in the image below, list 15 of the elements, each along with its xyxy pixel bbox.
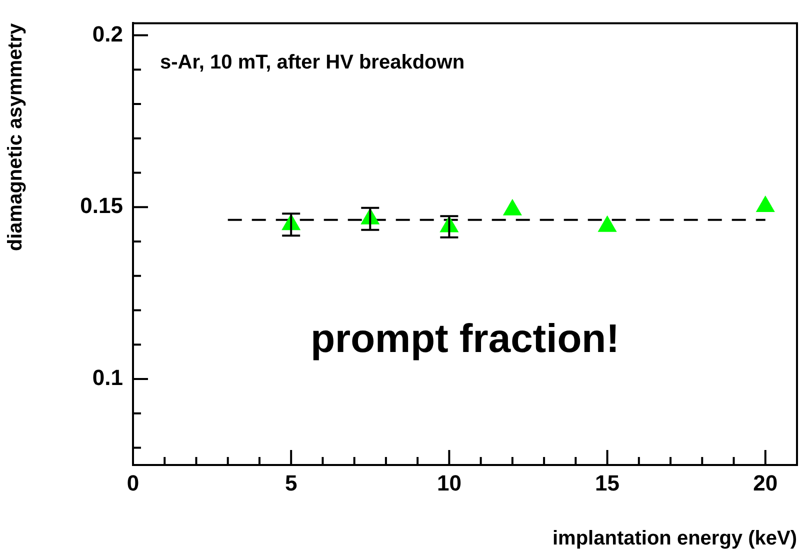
- x-tick-label: 20: [753, 470, 778, 496]
- x-tick-label: 5: [284, 470, 298, 496]
- x-tick-label: 0: [126, 470, 140, 496]
- y-tick-label: 0.1: [92, 365, 123, 390]
- x-tick-label: 10: [436, 470, 462, 496]
- y-tick-label: 0.2: [92, 21, 123, 46]
- annotation: prompt fraction!: [310, 317, 620, 362]
- y-tick-label: 0.15: [80, 193, 123, 218]
- annotation: s-Ar, 10 mT, after HV breakdown: [160, 52, 465, 74]
- x-axis-title: implantation energy (keV): [552, 528, 797, 550]
- x-tick-label: 15: [595, 470, 620, 496]
- y-axis-title: diamagnetic asymmetry: [4, 22, 27, 252]
- point: [598, 215, 617, 232]
- point: [756, 195, 775, 212]
- point: [502, 198, 522, 216]
